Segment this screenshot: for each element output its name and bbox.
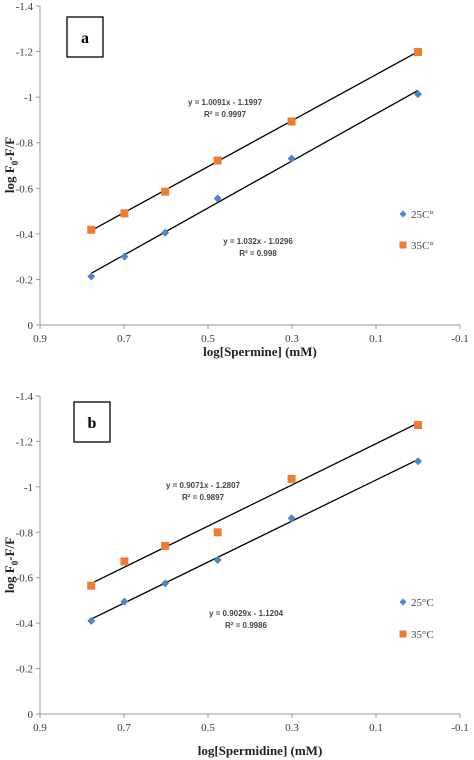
y-tick-label: -0.2 [16, 274, 33, 286]
legend-label: 25°C [411, 597, 434, 609]
data-point-square [213, 156, 222, 165]
data-point-square [287, 474, 296, 483]
data-point-square [120, 557, 129, 566]
y-axis-title-subscript: 0 [10, 560, 20, 565]
y-tick-label: 0 [28, 320, 34, 332]
legend-label: 25C° [411, 209, 434, 221]
x-tick-label: 0.3 [285, 333, 299, 345]
y-tick-label: -0.4 [16, 618, 34, 630]
y-tick-label: -1 [24, 482, 33, 494]
data-point-diamond [414, 457, 422, 466]
trendline [90, 458, 419, 620]
legend-label: 35°C [411, 629, 434, 641]
y-axis-title: log F0-F/F [2, 537, 20, 593]
data-point-square [287, 117, 296, 126]
trendline-r2: R² = 0.998 [239, 249, 277, 258]
x-tick-label: 0.9 [33, 333, 47, 345]
data-point-square [414, 48, 422, 57]
panel-label-box [73, 401, 111, 443]
data-point-square [161, 541, 170, 550]
data-point-square [87, 225, 96, 234]
legend-marker-square [399, 630, 407, 638]
x-tick-label: 0.3 [285, 722, 299, 734]
panel-label: a [81, 30, 89, 47]
y-axis-title-subscript: 0 [10, 160, 20, 165]
trendline-r2: R² = 0.9986 [225, 621, 268, 630]
x-tick-label: -0.1 [451, 333, 468, 345]
y-tick-label: -1.2 [16, 436, 33, 448]
y-axis-title-tail: -F/F [2, 537, 17, 561]
data-point-diamond [287, 514, 296, 523]
trendline-r2: R² = 0.9897 [182, 493, 225, 502]
chart-panel-a: 0 -0.2 -0.4 -0.6 -0.8 -1 -1.2 -1.4 0.9 0.7 0.5 0.3 0… [2, 1, 469, 359]
y-axis-title-main: log F [2, 565, 17, 593]
chart-panel-b: 0 -0.2 -0.4 -0.6 -0.8 -1 -1.2 -1.4 0.9 0.7 0.5 0.3 0… [2, 391, 469, 758]
trendline-r2: R² = 0.9997 [204, 110, 247, 119]
y-axis-title-tail: -F/F [2, 137, 17, 161]
x-tick-label: 0.5 [201, 722, 215, 734]
data-point-square [120, 209, 129, 218]
y-axis-title: log F0-F/F [2, 137, 20, 193]
x-axis-title: log[Spermidine] (mM) [198, 743, 323, 758]
trendline [90, 89, 419, 274]
data-point-diamond [120, 597, 129, 606]
trendline-equation: y = 1.0091x - 1.1997 [188, 98, 263, 107]
data-point-square [87, 581, 96, 590]
x-tick-label: 0.5 [201, 333, 215, 345]
panel-label: b [88, 415, 97, 432]
y-tick-label: -1.2 [16, 47, 33, 59]
series-25c: y = 1.032x - 1.0296 R² = 0.998 25C° [87, 89, 434, 281]
data-point-diamond [87, 272, 96, 281]
y-tick-label: -0.8 [16, 527, 34, 539]
x-tick-label: 0.1 [369, 722, 383, 734]
x-tick-label: 0.9 [33, 722, 47, 734]
data-point-diamond [120, 252, 129, 261]
y-tick-label: -1.4 [16, 391, 34, 403]
y-axis-title-main: log F [2, 165, 17, 193]
y-tick-label: -0.2 [16, 664, 33, 676]
series-25c: y = 0.9029x - 1.1204 R² = 0.9986 25°C [87, 457, 434, 630]
data-point-diamond [287, 154, 296, 163]
legend-label: 35C° [411, 240, 434, 252]
y-tick-label: -0.4 [16, 229, 34, 241]
x-axis-title: log[Spermine] (mM) [203, 344, 317, 359]
y-tick-label: -1 [24, 92, 33, 104]
trendline-equation: y = 1.032x - 1.0296 [223, 237, 293, 246]
data-point-diamond [161, 228, 170, 237]
data-point-square [161, 187, 170, 196]
panel-label-box [66, 16, 104, 58]
data-point-diamond [213, 194, 222, 203]
legend-marker-square [399, 241, 407, 249]
data-point-diamond [414, 90, 422, 99]
x-tick-label: 0.7 [117, 333, 131, 345]
data-point-square [213, 528, 222, 537]
data-point-diamond [161, 579, 170, 588]
legend-marker-diamond [399, 210, 407, 218]
y-tick-label: 0 [28, 709, 34, 721]
data-point-diamond [213, 555, 222, 564]
y-tick-label: -1.4 [16, 1, 34, 13]
y-tick-label: -0.8 [16, 138, 34, 150]
data-point-square [414, 421, 422, 430]
x-tick-label: 0.7 [117, 722, 131, 734]
legend-marker-diamond [399, 598, 407, 606]
y-tick-label: -0.6 [16, 573, 34, 585]
series-35c: y = 1.0091x - 1.1997 R² = 0.9997 35C° [87, 48, 434, 252]
x-tick-label: -0.1 [451, 722, 468, 734]
trendline [90, 422, 419, 584]
trendline-equation: y = 0.9029x - 1.1204 [209, 609, 284, 618]
series-35c: y = 0.9071x - 1.2807 R² = 0.9897 35°C [87, 421, 434, 641]
trendline-equation: y = 0.9071x - 1.2807 [166, 481, 241, 490]
x-tick-label: 0.1 [369, 333, 383, 345]
trendline [90, 51, 419, 232]
data-point-diamond [87, 616, 96, 625]
y-tick-label: -0.6 [16, 183, 34, 195]
